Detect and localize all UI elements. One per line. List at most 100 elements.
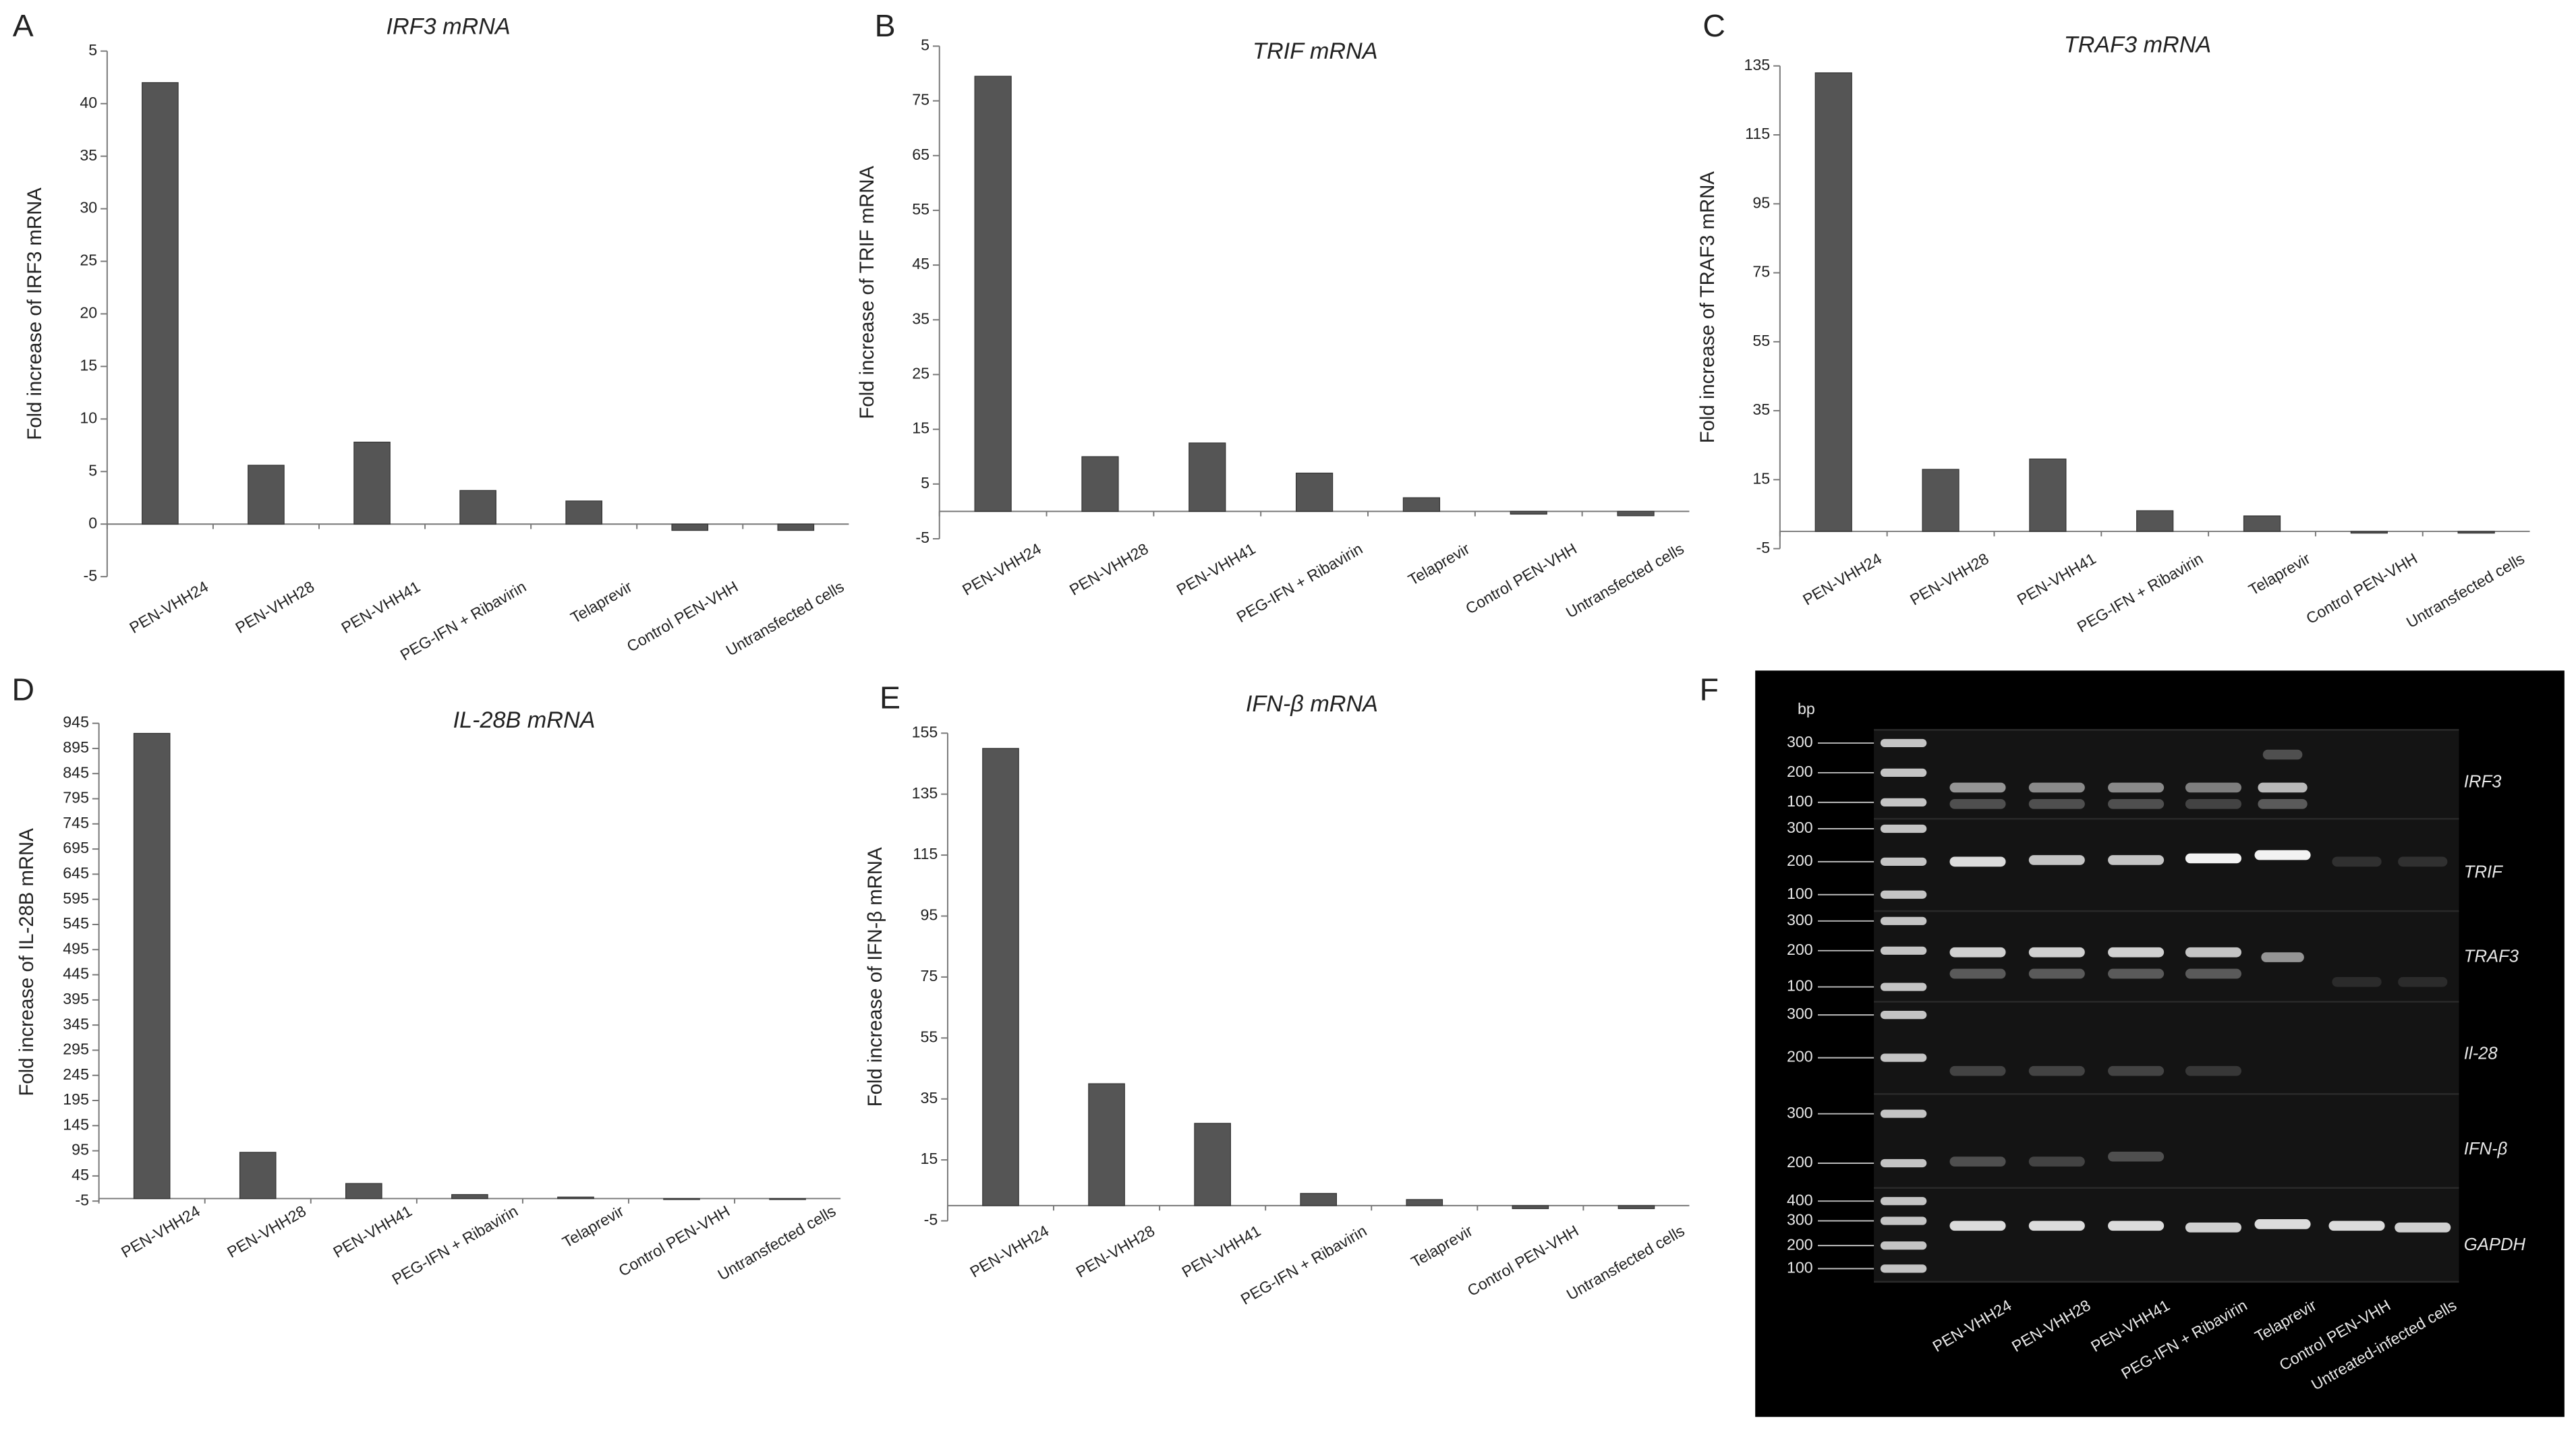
ladder-band <box>1880 890 1927 899</box>
y-tick-label: 45 <box>71 1166 89 1183</box>
bar <box>671 523 709 531</box>
y-tick-label: 75 <box>920 967 938 985</box>
y-tick-label: 395 <box>63 990 89 1007</box>
y-tick-label: 695 <box>63 839 89 856</box>
gel-band <box>1949 1221 2006 1231</box>
y-tick-label: 145 <box>63 1115 89 1133</box>
x-tick-label: PEN-VHH41 <box>1179 1222 1264 1281</box>
y-tick-label: 295 <box>63 1040 89 1058</box>
x-tick-label: Telaprevir <box>2245 550 2313 599</box>
bar <box>2136 510 2174 532</box>
ladder-band <box>1880 824 1927 833</box>
bar <box>982 748 1019 1206</box>
y-tick-label: 135 <box>912 784 938 802</box>
x-tick-label: Untransfected cells <box>723 578 847 659</box>
ladder-band <box>1880 1264 1927 1273</box>
bar <box>974 76 1012 512</box>
y-tick-label: 25 <box>912 365 929 382</box>
gel-band <box>2108 1221 2165 1231</box>
x-tick-label: Telaprevir <box>1405 539 1472 589</box>
ladder-band <box>1880 1216 1927 1225</box>
chart-title: IL-28B mRNA <box>453 707 596 733</box>
y-axis-label: Fold increase of IRF3 mRNA <box>24 187 46 440</box>
x-tick-label: Untransfected cells <box>2403 550 2527 631</box>
bar <box>1512 1205 1549 1210</box>
gel-band <box>1949 856 2006 867</box>
ladder-band <box>1880 946 1927 955</box>
x-tick-label: Untransfected cells <box>1564 1222 1688 1303</box>
y-tick-label: -5 <box>915 529 929 546</box>
x-tick-label: Untransfected cells <box>1563 539 1687 621</box>
x-tick-label: PEN-VHH28 <box>1907 550 1992 609</box>
y-tick-label: 595 <box>63 889 89 907</box>
gel-band <box>1949 947 2006 958</box>
chart-title: TRIF mRNA <box>1253 38 1378 64</box>
y-tick-label: 945 <box>63 713 89 731</box>
bar <box>777 523 815 531</box>
bar <box>2457 531 2495 534</box>
gel-gene-label: Il-28 <box>2464 1045 2498 1063</box>
gel-band <box>2328 1221 2385 1231</box>
panel-label: A <box>13 8 34 43</box>
panel-label: E <box>880 680 900 715</box>
y-tick-label: 195 <box>63 1090 89 1108</box>
gel-band <box>2258 782 2308 793</box>
gel-size-label: 300 <box>1787 911 1813 929</box>
gel-band <box>2185 853 2241 864</box>
bar <box>133 732 171 1200</box>
y-tick-label: 15 <box>920 1150 938 1167</box>
y-tick-label: -5 <box>84 566 98 584</box>
x-tick-label: PEN-VHH41 <box>330 1202 415 1262</box>
bar <box>557 1196 594 1200</box>
y-tick-label: 40 <box>80 94 97 111</box>
y-tick-label: 745 <box>63 814 89 831</box>
x-tick-label: Untransfected cells <box>715 1202 839 1284</box>
x-tick-label: PEN-VHH28 <box>1073 1222 1158 1281</box>
bar <box>1814 72 1852 532</box>
x-tick-label: Telaprevir <box>559 1202 627 1251</box>
gel-gene-label: GAPDH <box>2464 1235 2526 1254</box>
gel-band <box>1949 782 2006 793</box>
y-tick-label: 115 <box>913 845 938 862</box>
y-tick-label: 35 <box>1752 401 1770 418</box>
gel-band <box>2185 1222 2241 1233</box>
x-tick-label: PEN-VHH24 <box>126 577 211 637</box>
ladder-band <box>1880 768 1927 777</box>
gel-size-label: 100 <box>1787 1258 1813 1276</box>
gel-band <box>1949 1156 2006 1167</box>
ladder-band <box>1880 1109 1927 1118</box>
bar <box>353 442 391 525</box>
gel-band <box>2185 799 2241 809</box>
ladder-band <box>1880 738 1927 748</box>
x-tick-label: PEN-VHH24 <box>959 539 1044 599</box>
gel-size-label: 300 <box>1787 819 1813 836</box>
panel-label: C <box>1702 8 1725 43</box>
gel-size-label: 200 <box>1787 1153 1813 1171</box>
y-tick-label: 845 <box>63 763 89 781</box>
gel-size-label: 100 <box>1787 977 1813 995</box>
gel-band <box>2028 799 2085 809</box>
y-tick-label: 95 <box>920 906 938 924</box>
y-tick-label: 895 <box>63 738 89 756</box>
y-tick-label: -5 <box>924 1211 938 1229</box>
chart-title: IFN-β mRNA <box>1246 691 1378 717</box>
ladder-band <box>1880 1053 1927 1062</box>
ladder-band <box>1880 1197 1927 1206</box>
gel-size-label: 300 <box>1787 1104 1813 1121</box>
y-tick-label: 35 <box>912 310 929 327</box>
x-tick-label: Telaprevir <box>1408 1222 1475 1271</box>
panel-label: B <box>875 8 896 43</box>
gel-band <box>2108 855 2165 865</box>
y-tick-label: 35 <box>920 1089 938 1107</box>
y-tick-label: 65 <box>912 146 929 163</box>
y-tick-label: 5 <box>88 41 97 59</box>
gel-size-label: 200 <box>1787 941 1813 958</box>
y-tick-label: 645 <box>63 864 89 882</box>
bar <box>345 1183 382 1200</box>
gel-band <box>2262 749 2303 760</box>
y-tick-label: 35 <box>80 146 97 164</box>
x-tick-label: PEN-VHH24 <box>118 1202 203 1261</box>
gel-band <box>2028 1156 2085 1167</box>
chart-title: TRAF3 mRNA <box>2064 32 2211 57</box>
panel-label: F <box>1700 672 1719 707</box>
